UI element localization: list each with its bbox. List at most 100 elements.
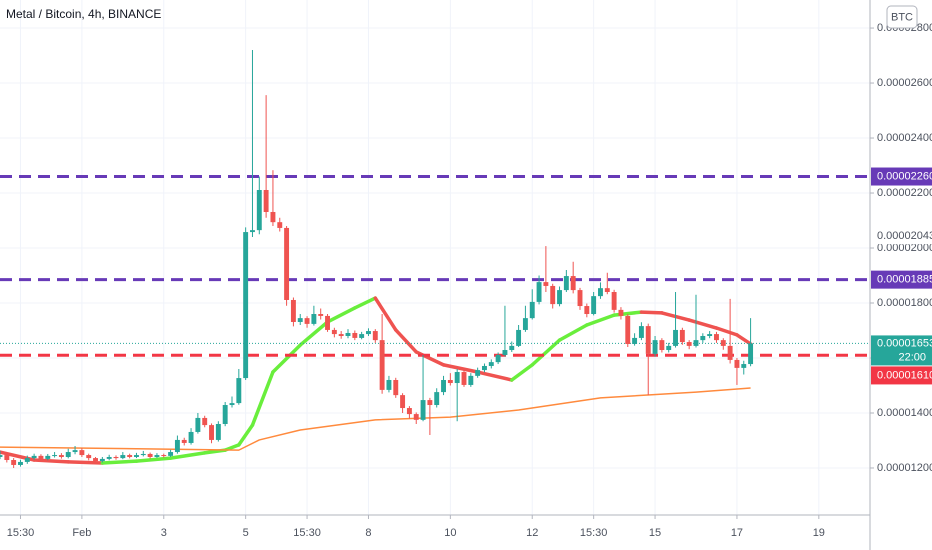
- candle-body: [673, 329, 678, 346]
- moving-average-segment: [237, 423, 255, 447]
- axis-mark-bg: [871, 228, 932, 245]
- x-tick-label: 12: [526, 527, 538, 539]
- candle-body: [311, 314, 317, 324]
- candle-body: [58, 455, 64, 457]
- candle-body: [659, 340, 665, 351]
- candle-body: [400, 395, 406, 409]
- candle-body: [522, 318, 528, 330]
- candle-body: [447, 379, 453, 384]
- candle-body: [270, 211, 276, 223]
- x-tick-label: 17: [731, 527, 743, 539]
- x-tick-label: 10: [444, 527, 456, 539]
- grid: [0, 0, 870, 515]
- candle-body: [325, 315, 330, 330]
- candle-body: [256, 189, 262, 231]
- candle-body: [386, 379, 392, 390]
- x-tick-label: 19: [813, 527, 825, 539]
- candle-body: [550, 285, 556, 305]
- candle-body: [529, 301, 535, 319]
- candle-body: [591, 296, 597, 315]
- candle-body: [345, 332, 351, 337]
- candle-body: [632, 337, 638, 344]
- candle-body: [127, 455, 133, 457]
- axis-mark-label: 0.00002043: [877, 230, 932, 242]
- moving-average: [0, 387, 751, 451]
- candle-body: [475, 370, 481, 376]
- candle-body: [174, 439, 180, 453]
- candle-body: [413, 414, 419, 420]
- y-tick-label: 0.00002600: [877, 77, 932, 89]
- candle-body: [461, 372, 467, 385]
- moving-average-segment: [441, 363, 480, 374]
- candle-body: [297, 318, 303, 322]
- candle-body: [250, 230, 255, 233]
- moving-average-segment: [687, 318, 719, 330]
- candle-body: [222, 405, 228, 424]
- candle-body: [434, 392, 440, 406]
- last-price-label: 0.00001653: [877, 337, 932, 349]
- candle-body: [188, 431, 194, 443]
- moving-average-segment: [530, 338, 562, 367]
- x-tick-label: 15:30: [293, 527, 321, 539]
- candle-body: [468, 375, 474, 385]
- candle-body: [714, 334, 719, 341]
- candle-body: [393, 379, 399, 396]
- candle-body: [277, 222, 283, 228]
- countdown-label: 22:00: [898, 351, 926, 363]
- level-label-box: [871, 366, 932, 385]
- candle-body: [563, 276, 569, 291]
- candle-body: [38, 455, 44, 459]
- candle-body: [584, 306, 590, 315]
- candle-body: [502, 350, 508, 355]
- candle-body: [441, 379, 446, 393]
- candle-body: [604, 288, 610, 293]
- moving-average-segment: [168, 451, 207, 460]
- candle-body: [454, 372, 460, 384]
- candle-body: [284, 227, 290, 300]
- x-tick-label: 8: [365, 527, 371, 539]
- candle-body: [420, 400, 426, 420]
- moving-average-segment: [32, 458, 70, 464]
- candle-body: [134, 455, 139, 457]
- level-label-box: [871, 167, 932, 186]
- candle-body: [611, 292, 617, 310]
- candle-body: [406, 408, 412, 415]
- moving-average-segment: [250, 370, 275, 427]
- candle-body: [379, 340, 385, 390]
- candle-body: [236, 378, 242, 404]
- candle-body: [734, 359, 740, 368]
- candle-body: [161, 455, 167, 457]
- candle-body: [65, 452, 71, 457]
- x-tick-label: Feb: [72, 527, 91, 539]
- candle-body: [645, 326, 651, 354]
- candle-body: [727, 345, 733, 360]
- candle-body: [638, 326, 644, 338]
- y-tick-label: 0.00002000: [877, 242, 932, 254]
- y-tick-label: 0.00001200: [877, 462, 932, 474]
- candle-body: [18, 461, 23, 465]
- candle-body: [482, 365, 487, 371]
- candle-body: [679, 329, 685, 343]
- candle-body: [31, 455, 37, 459]
- candle-body: [652, 340, 658, 354]
- moving-average-segment: [134, 456, 173, 463]
- candle-body: [181, 439, 187, 443]
- candle-body: [366, 331, 371, 335]
- candle-body: [338, 334, 344, 337]
- last-price-box: [871, 335, 932, 366]
- candle-body: [352, 332, 358, 338]
- currency-label: BTC: [891, 11, 913, 23]
- candle-body: [147, 453, 153, 457]
- candle-body: [618, 309, 624, 316]
- candle-body: [168, 452, 174, 456]
- candle-body: [263, 189, 269, 212]
- candle-body: [516, 329, 522, 346]
- candle-body: [331, 329, 337, 335]
- y-tick-label: 0.00001800: [877, 297, 932, 309]
- x-tick-label: 5: [243, 527, 249, 539]
- moving-average-segment: [475, 370, 514, 382]
- candle-body: [666, 345, 672, 351]
- currency-badge[interactable]: [886, 5, 918, 29]
- candle-body: [304, 318, 310, 324]
